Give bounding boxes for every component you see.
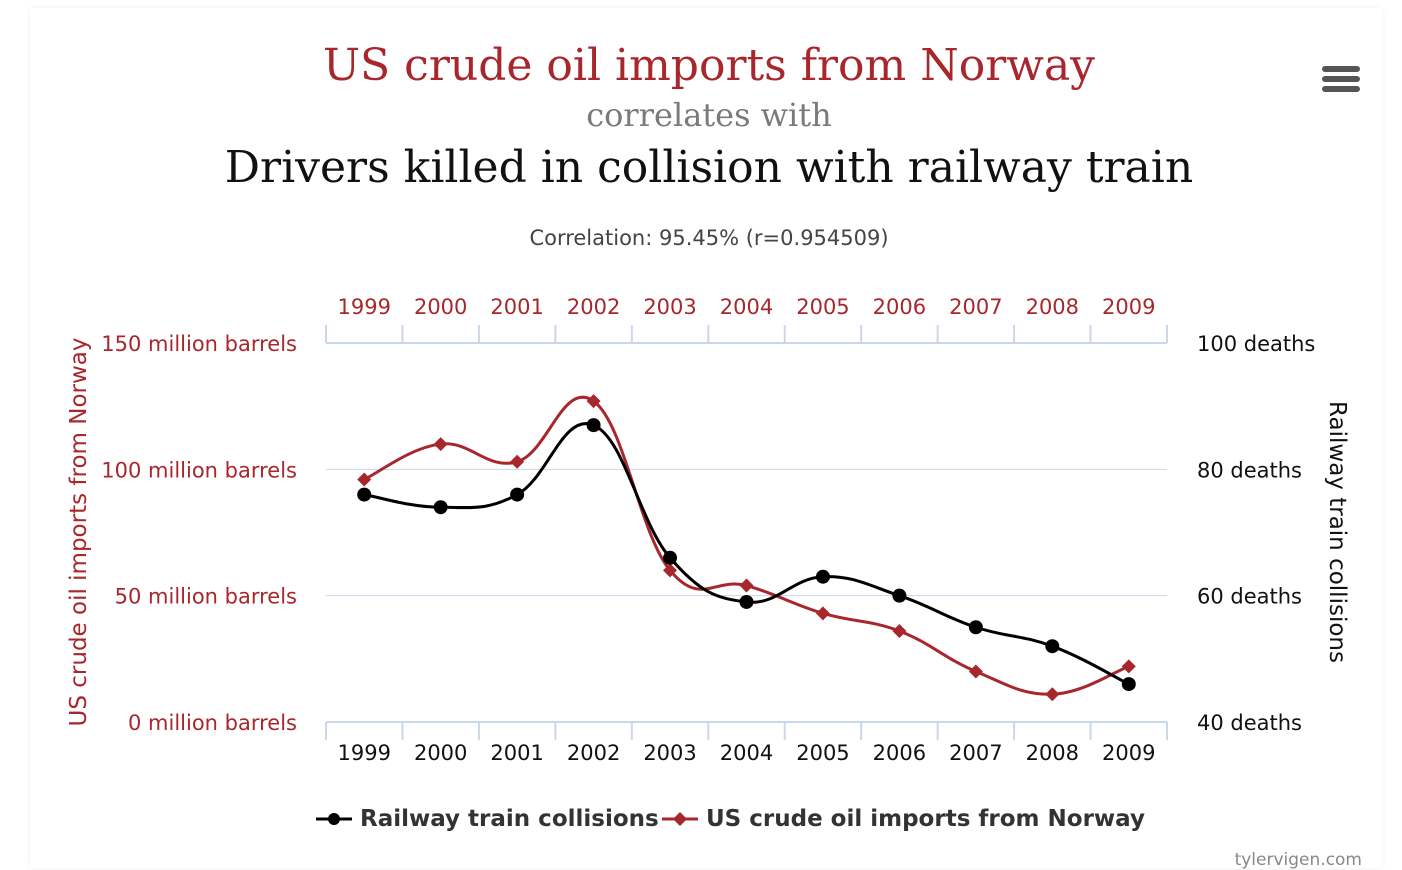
watermark: tylervigen.com <box>1234 850 1362 870</box>
legend-item-oil[interactable]: US crude oil imports from Norway <box>662 802 1145 836</box>
title-primary: US crude oil imports from Norway <box>322 40 1096 91</box>
title-connector: correlates with <box>586 96 832 134</box>
legend-item-railway[interactable]: Railway train collisions <box>316 802 659 836</box>
legend-circle-marker-icon <box>316 813 352 825</box>
hamburger-menu-icon[interactable] <box>1322 66 1360 96</box>
legend-label-oil: US crude oil imports from Norway <box>706 806 1145 832</box>
legend-label-railway: Railway train collisions <box>360 806 659 832</box>
legend-diamond-marker-icon <box>662 812 698 826</box>
chart-container <box>30 8 1382 868</box>
title-secondary: Drivers killed in collision with railway… <box>224 142 1194 193</box>
correlation-subtitle: Correlation: 95.45% (r=0.954509) <box>529 226 889 250</box>
